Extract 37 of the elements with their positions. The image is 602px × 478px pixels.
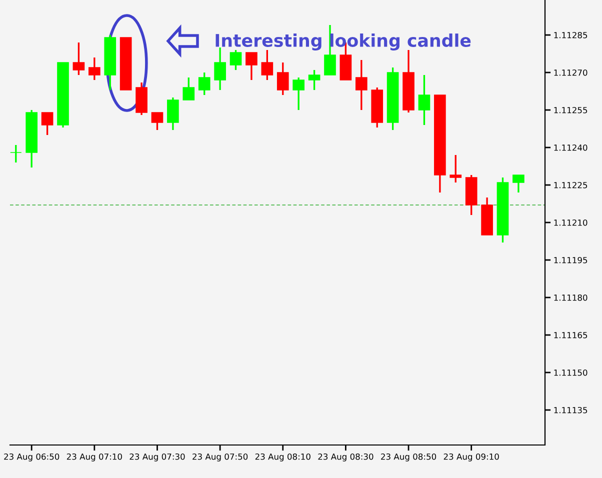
x-tick-label: 23 Aug 07:10 <box>66 453 122 462</box>
candlestick <box>230 49 242 71</box>
x-tick-label: 23 Aug 08:50 <box>381 453 436 462</box>
candlestick <box>151 112 164 131</box>
y-tick-label: 1.11255 <box>554 106 588 114</box>
candlestick <box>276 62 289 96</box>
x-tick-label: 23 Aug 09:10 <box>444 453 499 462</box>
x-tick-label: 23 Aug 07:50 <box>192 453 248 462</box>
x-tick-label: 23 Aug 06:50 <box>4 453 60 462</box>
candlestick <box>512 174 524 194</box>
x-tick-label: 23 Aug 08:30 <box>318 453 374 462</box>
candlestick <box>450 154 462 184</box>
candlestick <box>88 56 100 81</box>
candlestick <box>72 42 85 76</box>
y-tick-label: 1.11150 <box>554 369 588 376</box>
y-tick-label: 1.11285 <box>554 32 588 38</box>
candlestick <box>355 59 368 111</box>
candlestick <box>167 96 179 131</box>
candlestick <box>292 76 304 111</box>
x-tick-label: 23 Aug 07:30 <box>130 453 185 462</box>
y-tick-label: 1.11270 <box>554 69 588 76</box>
y-tick-label: 1.11195 <box>554 256 588 264</box>
x-tick-label: 23 Aug 08:10 <box>255 453 310 462</box>
candlestick <box>182 76 195 101</box>
y-tick-label: 1.11210 <box>554 219 588 226</box>
y-tick-label: 1.11180 <box>554 294 588 301</box>
y-tick-label: 1.11225 <box>554 182 588 188</box>
y-tick-label: 1.11135 <box>554 406 588 414</box>
candlestick <box>41 112 54 136</box>
candlestick <box>246 52 258 81</box>
candlestick <box>418 74 430 126</box>
y-tick-label: 1.11165 <box>554 332 588 338</box>
candlestick <box>10 144 22 164</box>
candlestick <box>198 72 210 96</box>
y-tick-label: 1.11240 <box>554 144 588 151</box>
candlestick <box>308 69 320 91</box>
candlestick <box>261 49 274 81</box>
